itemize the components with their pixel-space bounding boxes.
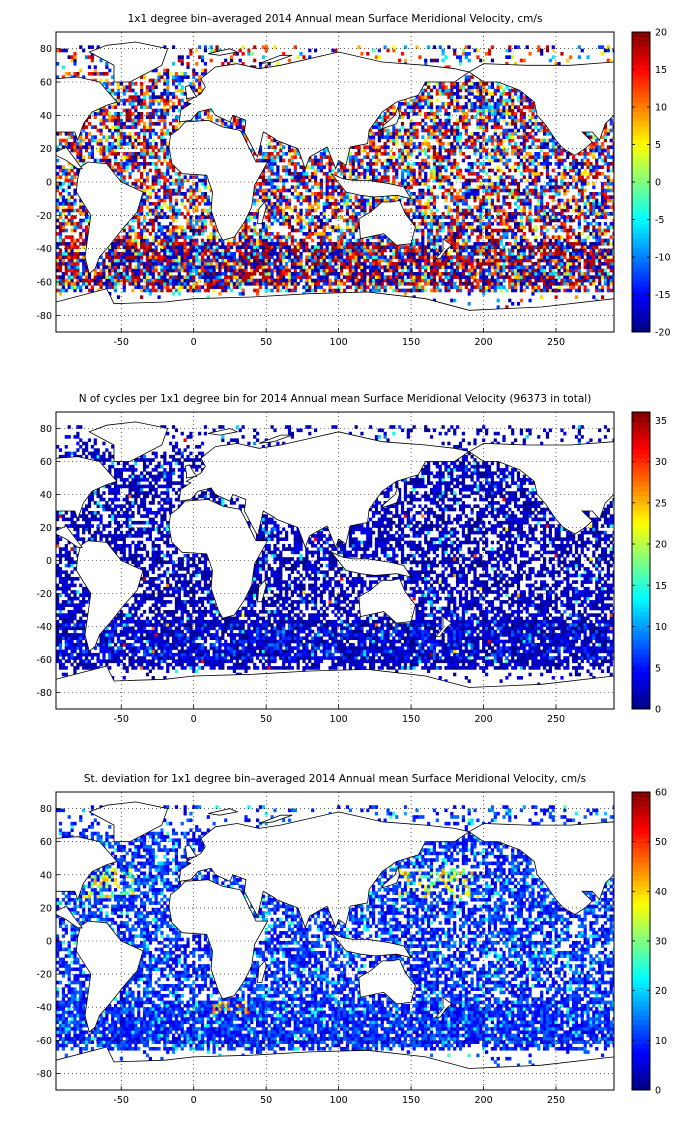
y-tick-label: -80 bbox=[36, 311, 52, 322]
y-tick-label: 40 bbox=[40, 870, 52, 881]
y-tick-label: 80 bbox=[40, 804, 52, 815]
y-tick-label: -80 bbox=[36, 688, 52, 699]
colorbar-tick-label: 5 bbox=[655, 663, 661, 674]
y-tick-label: -40 bbox=[36, 244, 52, 255]
colorbar-tick-label: 10 bbox=[655, 622, 667, 633]
y-tick-label: -20 bbox=[36, 970, 52, 981]
y-tick-label: -40 bbox=[36, 622, 52, 633]
map-panel-mean: 1x1 degree bin–averaged 2014 Annual mean… bbox=[36, 13, 670, 348]
colorbar-tick-label: 0 bbox=[655, 1086, 661, 1097]
x-tick-label: 100 bbox=[330, 1095, 348, 1106]
panel-title: St. deviation for 1x1 degree bin–average… bbox=[84, 773, 586, 785]
colorbar: 35 30 25 20 15 10 5 0 bbox=[631, 411, 667, 716]
colorbar-tick-label: -20 bbox=[655, 328, 671, 339]
map-panel-std: St. deviation for 1x1 degree bin–average… bbox=[36, 773, 667, 1106]
panel-title: N of cycles per 1x1 degree bin for 2014 … bbox=[79, 393, 592, 405]
panel-title: 1x1 degree bin–averaged 2014 Annual mean… bbox=[128, 13, 543, 25]
colorbar-tick-label: 40 bbox=[655, 887, 667, 898]
colorbar-tick-label: 20 bbox=[655, 540, 667, 551]
y-tick-label: 80 bbox=[40, 44, 52, 55]
x-tick-label: 0 bbox=[191, 337, 197, 348]
x-tick-label: 200 bbox=[474, 337, 492, 348]
y-tick-label: 0 bbox=[46, 178, 52, 189]
x-tick-label: 100 bbox=[330, 337, 348, 348]
x-tick-label: 150 bbox=[402, 1095, 420, 1106]
x-tick-label: 0 bbox=[191, 714, 197, 725]
y-tick-label: 20 bbox=[40, 144, 52, 155]
x-tick-label: 200 bbox=[474, 1095, 492, 1106]
y-tick-label: 60 bbox=[40, 457, 52, 468]
colorbar-tick-label: -10 bbox=[655, 253, 671, 264]
y-tick-label: -60 bbox=[36, 278, 52, 289]
coastlines bbox=[56, 801, 614, 1090]
y-tick-label: -20 bbox=[36, 589, 52, 600]
colorbar: 20 15 10 5 0 -5 -10 -15 -20 bbox=[631, 28, 671, 339]
x-tick-label: 50 bbox=[260, 714, 272, 725]
colorbar-tick-label: 30 bbox=[655, 937, 667, 948]
colorbar-tick-label: 5 bbox=[655, 140, 661, 151]
x-tick-label: -50 bbox=[113, 1095, 129, 1106]
y-tick-label: -60 bbox=[36, 1036, 52, 1047]
colorbar-tick-label: 10 bbox=[655, 1036, 667, 1047]
y-tick-label: 20 bbox=[40, 523, 52, 534]
x-tick-label: 250 bbox=[547, 337, 565, 348]
x-tick-label: 200 bbox=[474, 714, 492, 725]
y-tick-label: 60 bbox=[40, 78, 52, 89]
y-tick-label: 20 bbox=[40, 903, 52, 914]
y-tick-label: 0 bbox=[46, 937, 52, 948]
x-tick-label: 50 bbox=[260, 337, 272, 348]
y-tick-label: -60 bbox=[36, 655, 52, 666]
coastlines bbox=[56, 41, 614, 332]
grid bbox=[56, 792, 614, 1090]
colorbar-tick-label: -5 bbox=[655, 215, 664, 226]
colorbar-tick-label: 20 bbox=[655, 28, 667, 39]
y-tick-label: -20 bbox=[36, 211, 52, 222]
y-tick-label: 0 bbox=[46, 556, 52, 567]
colorbar: 60 50 40 30 20 10 0 bbox=[631, 788, 667, 1097]
colorbar-tick-label: 25 bbox=[655, 498, 667, 509]
map-panel-count: N of cycles per 1x1 degree bin for 2014 … bbox=[36, 393, 667, 725]
y-tick-label: -40 bbox=[36, 1003, 52, 1014]
colorbar-tick-label: 15 bbox=[655, 65, 667, 76]
colorbar-tick-label: 20 bbox=[655, 986, 667, 997]
grid bbox=[56, 32, 614, 332]
x-tick-label: 250 bbox=[547, 1095, 565, 1106]
y-tick-label: 40 bbox=[40, 111, 52, 122]
colorbar-tick-label: 30 bbox=[655, 457, 667, 468]
data-field bbox=[56, 425, 614, 687]
colorbar-tick-label: -15 bbox=[655, 290, 671, 301]
colorbar-tick-label: 10 bbox=[655, 103, 667, 114]
data-field bbox=[56, 45, 614, 309]
coastlines bbox=[56, 421, 614, 709]
grid bbox=[56, 412, 614, 709]
x-tick-label: 150 bbox=[402, 714, 420, 725]
x-tick-label: -50 bbox=[113, 714, 129, 725]
colorbar-tick-label: 35 bbox=[655, 416, 667, 427]
x-tick-label: 50 bbox=[260, 1095, 272, 1106]
y-tick-label: 80 bbox=[40, 424, 52, 435]
colorbar-tick-label: 0 bbox=[655, 178, 661, 189]
x-tick-label: 150 bbox=[402, 337, 420, 348]
y-tick-label: 40 bbox=[40, 490, 52, 501]
y-tick-label: 60 bbox=[40, 837, 52, 848]
x-tick-label: 100 bbox=[330, 714, 348, 725]
x-tick-label: 0 bbox=[191, 1095, 197, 1106]
x-tick-label: 250 bbox=[547, 714, 565, 725]
colorbar-tick-label: 0 bbox=[655, 705, 661, 716]
x-tick-label: -50 bbox=[113, 337, 129, 348]
colorbar-tick-label: 15 bbox=[655, 581, 667, 592]
colorbar-tick-label: 50 bbox=[655, 837, 667, 848]
data-field bbox=[56, 805, 614, 1068]
colorbar-tick-label: 60 bbox=[655, 788, 667, 799]
y-tick-label: -80 bbox=[36, 1069, 52, 1080]
